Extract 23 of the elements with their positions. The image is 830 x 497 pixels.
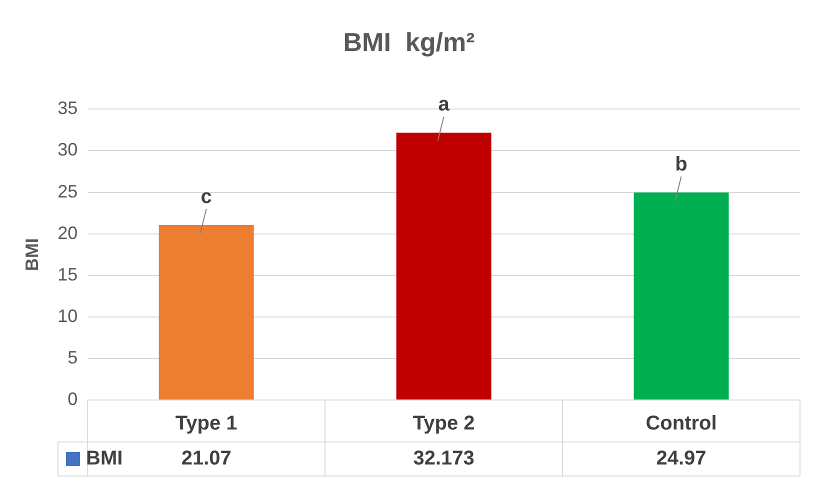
annotation: a (438, 94, 450, 116)
bar (158, 224, 254, 400)
y-tick-label: 10 (58, 306, 78, 326)
chart-title: BMI kg/m² (343, 26, 476, 57)
bar (396, 132, 492, 400)
x-tick-label: Control (646, 412, 717, 435)
data-label: 32.173 (413, 448, 474, 470)
bar (634, 192, 729, 400)
y-tick-label: 35 (58, 98, 78, 118)
x-tick-label: Type 1 (175, 412, 238, 435)
data-label: 21.07 (181, 448, 232, 470)
annotation: c (200, 186, 212, 208)
annotation: b (675, 154, 688, 176)
y-tick-label: 0 (68, 388, 78, 409)
y-tick-label: 15 (58, 264, 78, 284)
y-tick-label: 20 (58, 222, 78, 243)
y-tick-label: 30 (58, 140, 78, 160)
text: BMI (86, 448, 123, 470)
y-tick-label: 5 (68, 347, 78, 368)
x-tick-label: Type 2 (412, 412, 475, 435)
y-axis-title: BMI (22, 238, 42, 272)
y-tick-label: 25 (58, 181, 78, 202)
data-label: 24.97 (656, 448, 706, 470)
